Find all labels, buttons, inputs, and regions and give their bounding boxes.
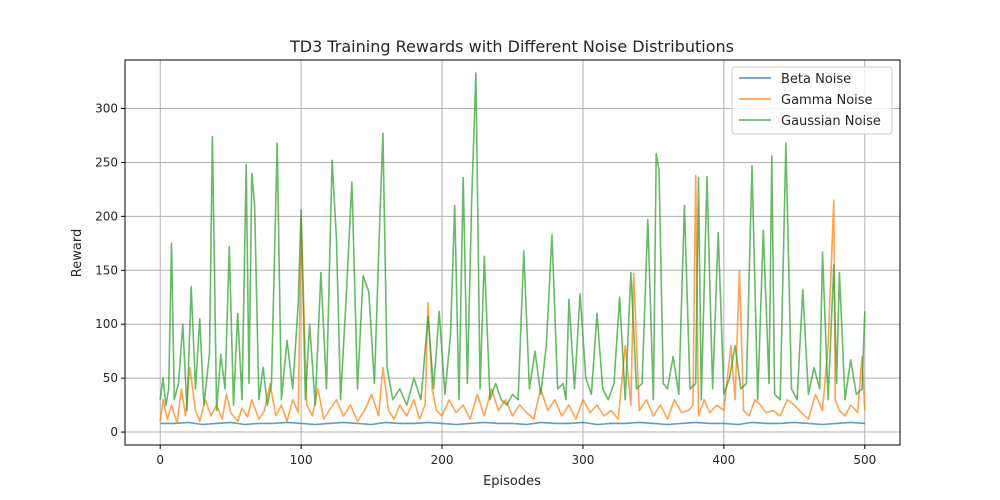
x-tick-label: 100 xyxy=(290,453,313,467)
x-axis-ticks: 0 100 200 300 400 500 xyxy=(156,445,876,467)
y-tick-label: 250 xyxy=(95,155,118,169)
x-tick-label: 0 xyxy=(156,453,164,467)
y-axis-label: Reward xyxy=(70,229,85,277)
x-tick-label: 200 xyxy=(431,453,454,467)
legend-box xyxy=(731,66,893,135)
y-tick-label: 50 xyxy=(103,371,118,385)
chart-title: TD3 Training Rewards with Different Nois… xyxy=(289,37,734,56)
y-tick-label: 150 xyxy=(95,263,118,277)
x-tick-label: 500 xyxy=(853,453,876,467)
legend-label: Gamma Noise xyxy=(781,93,873,108)
series-line-beta-noise xyxy=(160,421,865,426)
legend-label: Beta Noise xyxy=(781,72,851,87)
y-axis-ticks: 0 50 100 150 200 250 300 xyxy=(95,102,125,439)
series-line-gaussian-noise xyxy=(159,72,866,412)
series-group xyxy=(159,72,866,426)
x-tick-label: 300 xyxy=(572,453,595,467)
y-tick-label: 100 xyxy=(95,317,118,331)
plot-frame xyxy=(124,59,901,446)
x-tick-label: 400 xyxy=(712,453,735,467)
y-tick-label: 200 xyxy=(95,209,118,223)
y-tick-label: 0 xyxy=(110,425,118,439)
x-axis-label: Episodes xyxy=(483,474,541,489)
y-tick-label: 300 xyxy=(95,102,118,116)
legend: Beta Noise Gamma Noise Gaussian Noise xyxy=(731,66,893,135)
series-line-gamma-noise xyxy=(159,174,866,425)
legend-label: Gaussian Noise xyxy=(781,114,881,129)
